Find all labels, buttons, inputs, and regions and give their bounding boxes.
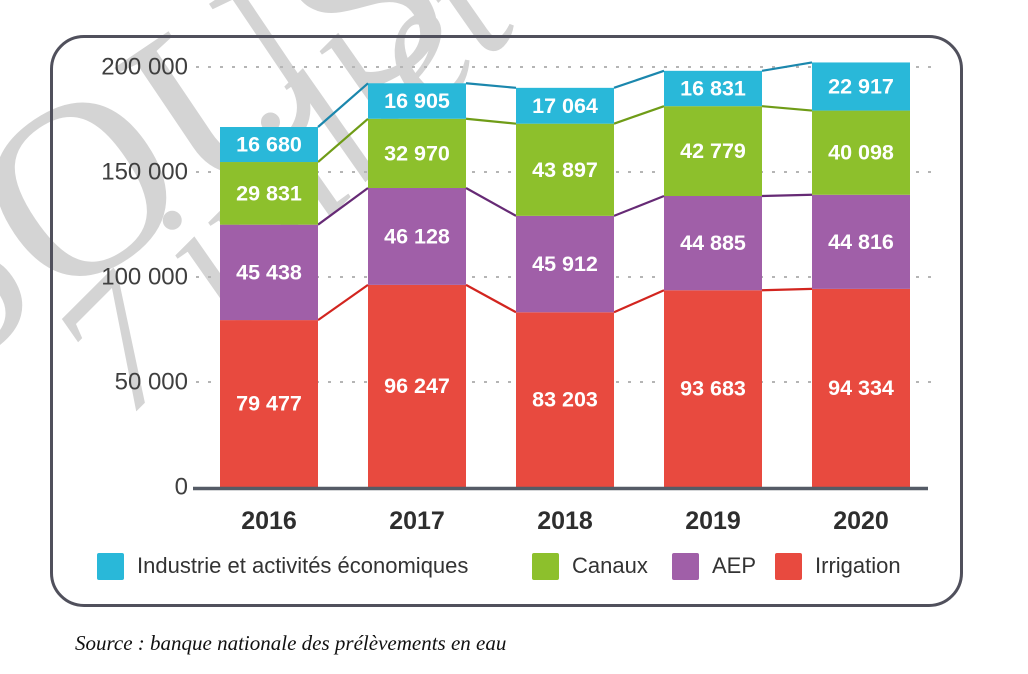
bar-value-label-2017-canaux: 32 970	[384, 141, 450, 165]
series-connector-irrigation-2016-2017	[317, 283, 369, 321]
bar-value-label-2020-irrigation: 94 334	[828, 376, 894, 400]
bar-segment-2018-irrigation	[516, 312, 614, 487]
x-tick-label-2020: 2020	[833, 507, 889, 535]
legend-swatch-canaux-icon	[532, 552, 559, 580]
bar-segment-2016-industrie	[220, 127, 318, 163]
x-tick-label-2019: 2019	[685, 507, 741, 535]
bar-value-label-2018-industrie: 17 064	[532, 94, 598, 118]
legend-label-canaux: Canaux	[572, 553, 648, 578]
bar-value-label-2017-industrie: 16 905	[384, 89, 450, 113]
bar-value-label-2016-aep: 45 438	[236, 260, 302, 284]
series-connector-canaux-2019-2020	[761, 105, 813, 112]
bar-value-label-2017-aep: 46 128	[384, 224, 450, 248]
series-connector-industrie-2019-2020	[761, 61, 813, 72]
series-connector-aep-2018-2019	[613, 194, 665, 217]
series-connector-irrigation-2019-2020	[761, 287, 813, 292]
legend-item-industrie: Industrie et activités économiques	[97, 551, 468, 581]
bar-value-label-2020-aep: 44 816	[828, 230, 894, 254]
bar-segment-2018-aep	[516, 215, 614, 313]
bar-segment-2016-irrigation	[220, 320, 318, 487]
legend-swatch-aep-icon	[672, 552, 699, 580]
x-tick-label-2017: 2017	[389, 507, 445, 535]
bar-value-label-2019-irrigation: 93 683	[680, 377, 746, 401]
bar-value-label-2019-aep: 44 885	[680, 231, 746, 255]
series-connector-aep-2019-2020	[761, 193, 813, 198]
bar-segment-2019-canaux	[664, 106, 762, 197]
bar-segment-2017-canaux	[368, 118, 466, 189]
bar-segment-2018-industrie	[516, 87, 614, 124]
x-tick-label-2018: 2018	[537, 507, 593, 535]
bar-segment-2017-irrigation	[368, 284, 466, 487]
bar-segment-2018-canaux	[516, 123, 614, 216]
series-connector-industrie-2016-2017	[317, 82, 369, 128]
bar-segment-2020-irrigation	[812, 288, 910, 487]
series-connector-industrie-2017-2018	[465, 82, 517, 89]
bar-segment-2019-industrie	[664, 70, 762, 107]
bar-segment-2017-aep	[368, 188, 466, 285]
y-tick-label-150000: 150 000	[101, 159, 188, 186]
series-connector-canaux-2018-2019	[613, 105, 665, 125]
legend-item-irrigation: Irrigation	[775, 551, 901, 581]
y-tick-label-200000: 200 000	[101, 54, 188, 81]
bar-segment-2016-aep	[220, 224, 318, 321]
bar-segment-2017-industrie	[368, 83, 466, 119]
bar-value-label-2016-industrie: 16 680	[236, 133, 302, 157]
series-connector-canaux-2016-2017	[317, 117, 369, 163]
y-tick-label-100000: 100 000	[101, 264, 188, 291]
legend-swatch-irrigation-icon	[775, 552, 802, 580]
source-caption: Source : banque nationale des prélèvemen…	[75, 631, 507, 655]
bar-value-label-2017-irrigation: 96 247	[384, 374, 450, 398]
series-connector-aep-2017-2018	[465, 187, 517, 217]
y-tick-label-50000: 50 000	[115, 369, 188, 396]
bar-value-label-2018-irrigation: 83 203	[532, 388, 598, 412]
legend-label-industrie: Industrie et activités économiques	[137, 553, 469, 578]
bar-value-label-2016-canaux: 29 831	[236, 181, 302, 205]
bar-segment-2016-canaux	[220, 162, 318, 225]
series-connector-industrie-2018-2019	[613, 69, 665, 89]
bar-value-label-2018-canaux: 43 897	[532, 158, 598, 182]
legend-label-aep: AEP	[712, 553, 757, 578]
bar-segment-2020-aep	[812, 194, 910, 289]
series-connector-irrigation-2017-2018	[465, 283, 517, 314]
bar-value-label-2019-industrie: 16 831	[680, 76, 746, 100]
legend-label-irrigation: Irrigation	[815, 553, 901, 578]
series-connector-irrigation-2018-2019	[613, 289, 665, 314]
series-connector-canaux-2017-2018	[465, 117, 517, 125]
y-tick-label-0: 0	[175, 474, 188, 501]
bar-segment-2020-canaux	[812, 110, 910, 195]
x-tick-label-2016: 2016	[241, 507, 297, 535]
bar-value-label-2019-canaux: 42 779	[680, 139, 746, 163]
bar-segment-2019-aep	[664, 196, 762, 291]
series-connector-aep-2016-2017	[317, 187, 369, 226]
legend-item-canaux: Canaux	[532, 551, 648, 581]
chart-legend: Industrie et activités économiques Canau…	[0, 551, 1028, 583]
legend-item-aep: AEP	[672, 551, 756, 581]
legend-swatch-industrie-icon	[97, 552, 124, 580]
bar-segment-2020-industrie	[812, 62, 910, 111]
bar-value-label-2020-canaux: 40 098	[828, 141, 894, 165]
bar-value-label-2020-industrie: 22 917	[828, 75, 894, 99]
bar-value-label-2018-aep: 45 912	[532, 252, 598, 276]
bar-segment-2019-irrigation	[664, 290, 762, 487]
bar-value-label-2016-irrigation: 79 477	[236, 392, 302, 416]
